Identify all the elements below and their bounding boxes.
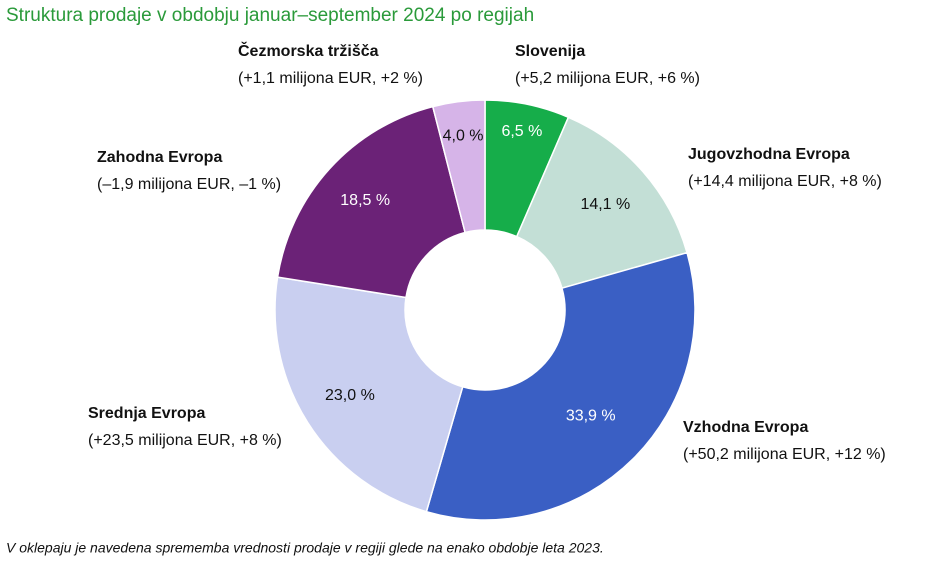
category-label: Jugovzhodna Evropa — [688, 146, 850, 163]
category-note: (+23,5 milijona EUR, +8 %) — [88, 432, 282, 449]
category-note: (+14,4 milijona EUR, +8 %) — [688, 173, 882, 190]
category-label: Vzhodna Evropa — [683, 419, 808, 436]
value-label: 4,0 % — [443, 128, 484, 145]
value-label: 18,5 % — [340, 192, 390, 209]
value-label: 14,1 % — [580, 196, 630, 213]
category-label: Srednja Evropa — [88, 405, 205, 422]
slice — [515, 116, 688, 290]
category-note: (+5,2 milijona EUR, +6 %) — [515, 70, 700, 87]
category-label: Čezmorska tržišča — [238, 41, 379, 60]
value-label: 33,9 % — [566, 408, 616, 425]
footnote: V oklepaju je navedena sprememba vrednos… — [6, 540, 604, 556]
slice — [274, 276, 464, 513]
chart-title: Struktura prodaje v obdobju januar–septe… — [6, 5, 534, 26]
category-note: (+50,2 milijona EUR, +12 %) — [683, 446, 886, 463]
category-label: Zahodna Evropa — [97, 149, 222, 166]
category-note: (–1,9 milijona EUR, –1 %) — [97, 176, 281, 193]
category-label: Slovenija — [515, 43, 585, 60]
slice — [425, 251, 696, 521]
slice — [431, 99, 486, 234]
category-note: (+1,1 milijona EUR, +2 %) — [238, 70, 423, 87]
slice — [276, 105, 467, 299]
value-label: 23,0 % — [325, 387, 375, 404]
value-label: 6,5 % — [501, 123, 542, 140]
